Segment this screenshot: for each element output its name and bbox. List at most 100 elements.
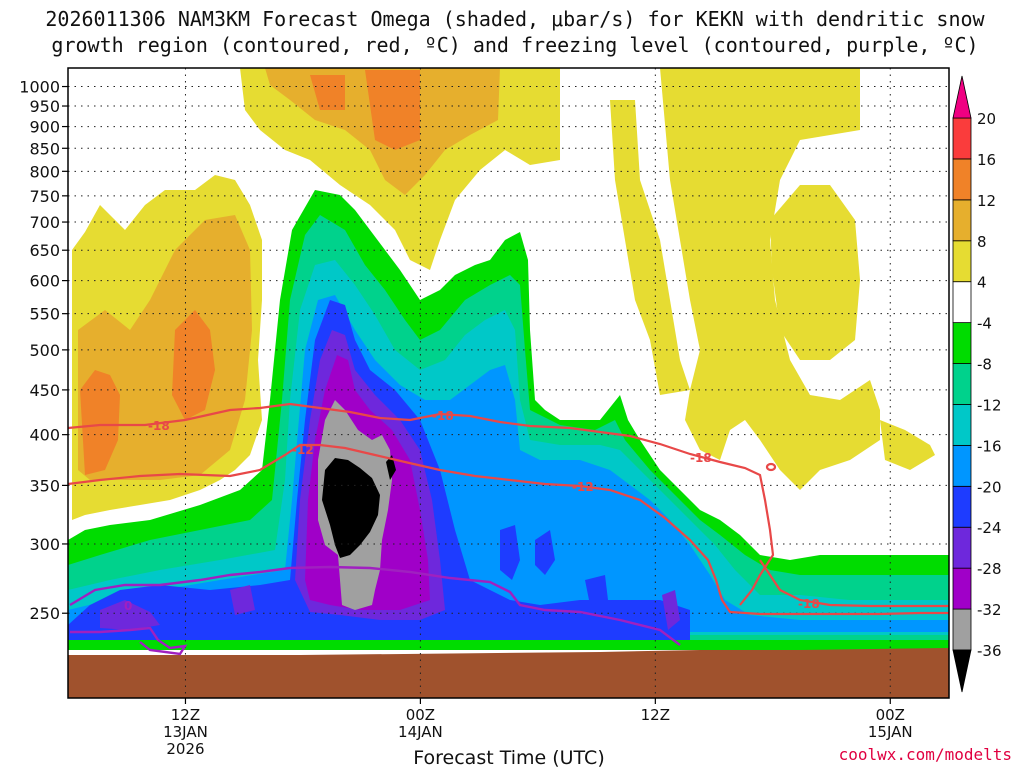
y-tick-label: 400 <box>29 426 60 445</box>
omega-fill-purple-low3 <box>662 590 680 630</box>
y-tick-label: 250 <box>29 604 60 623</box>
dendritic-contour-right <box>759 559 949 608</box>
dendritic-contours <box>68 402 949 616</box>
x-axis: 12Z13JAN202600Z14JAN12Z00Z15JAN12Z <box>163 698 913 758</box>
omega-fill-yellow-right4 <box>880 420 935 470</box>
colorbar-swatch <box>952 240 972 283</box>
y-tick-label: 450 <box>29 381 60 400</box>
ground-top-edge <box>68 648 949 660</box>
freezing-contour-main <box>69 565 681 646</box>
colorbar-label: -12 <box>977 396 1002 414</box>
omega-fill-blue-blob3 <box>585 575 608 605</box>
grid <box>68 68 949 698</box>
colorbar-label: -20 <box>977 478 1002 496</box>
colorbar: -36 -32 -28 -24 -20 -16 -12 -8 -4 4 8 12 16 20 <box>952 75 1002 693</box>
x-tick-year: 2026 <box>166 740 204 758</box>
plot-area: -18 -18 -18 -18 -12 -12 0 <box>68 68 949 698</box>
y-tick-label: 550 <box>29 305 60 324</box>
y-axis: 250 300 350 400 450 500 550 600 650 700 750 800 850 9… <box>19 78 68 623</box>
y-tick-label: 750 <box>29 187 60 206</box>
dendritic-contour-dot <box>765 462 777 472</box>
colorbar-swatch <box>952 485 972 528</box>
omega-fill-blue-blob1 <box>500 525 520 580</box>
colorbar-label: 16 <box>977 151 996 169</box>
colorbar-label: 4 <box>977 274 987 292</box>
y-tick-label: 500 <box>29 341 60 360</box>
contour-label-upper-4: -18 <box>798 597 820 611</box>
dendritic-contour-upper <box>68 402 775 606</box>
y-tick-label: 600 <box>29 272 60 291</box>
ground-fill <box>68 655 949 698</box>
colorbar-extend-max <box>952 75 972 119</box>
colorbar-extend-min <box>952 649 972 693</box>
omega-fill-blue-blob2 <box>535 530 555 575</box>
colorbar-label: 8 <box>977 233 987 251</box>
x-tick-label: 12Z <box>171 706 200 724</box>
x-tick-date: 13JAN <box>163 723 208 741</box>
colorbar-label: -16 <box>977 437 1002 455</box>
colorbar-swatch <box>952 444 972 487</box>
colorbar-swatch <box>952 281 972 324</box>
negative-omega-fills <box>68 190 949 650</box>
x-tick-label: 00Z <box>876 706 905 724</box>
freezing-contour-lower <box>70 626 188 656</box>
credit-text: coolwx.com/modelts <box>839 745 1012 764</box>
colorbar-label: -28 <box>977 560 1002 578</box>
y-tick-label: 800 <box>29 162 60 181</box>
colorbar-swatch <box>952 526 972 569</box>
colorbar-label: -32 <box>977 601 1002 619</box>
contour-label-upper-3: -18 <box>690 451 712 465</box>
omega-fill-darkorange-left <box>80 370 120 475</box>
freezing-level-contours <box>69 565 681 656</box>
contour-labels: -18 -18 -18 -18 -12 -12 0 <box>124 409 820 613</box>
omega-fill-black <box>322 458 380 558</box>
colorbar-label: 12 <box>977 192 996 210</box>
colorbar-label: -4 <box>977 315 992 333</box>
contour-label-freezing: 0 <box>124 599 132 613</box>
colorbar-swatch <box>952 567 972 610</box>
y-tick-label: 1000 <box>19 78 60 97</box>
colorbar-swatch <box>952 322 972 364</box>
omega-fill-yellow-right2 <box>660 68 880 490</box>
omega-fill-yellow-right1 <box>610 100 690 395</box>
omega-fill-darkorange-left2 <box>172 310 215 420</box>
y-tick-label: 850 <box>29 139 60 158</box>
x-axis-label: Forecast Time (UTC) <box>413 747 604 768</box>
contour-label-lower-2: -12 <box>572 480 594 494</box>
colorbar-swatch <box>952 117 972 160</box>
colorbar-label: -8 <box>977 356 992 374</box>
y-tick-label: 900 <box>29 118 60 137</box>
colorbar-swatch <box>952 363 972 405</box>
y-tick-label: 300 <box>29 535 60 554</box>
colorbar-label: -24 <box>977 519 1002 537</box>
omega-fill-blue <box>68 295 949 632</box>
colorbar-swatch <box>952 158 972 201</box>
positive-omega-fills <box>72 68 935 520</box>
omega-fill-darkorange-top2 <box>365 70 420 150</box>
y-tick-label: 950 <box>29 97 60 116</box>
colorbar-swatch <box>952 608 972 651</box>
dendritic-contour-lower <box>68 443 949 616</box>
contour-label-upper-1: -18 <box>148 419 170 433</box>
plot-frame <box>67 67 950 699</box>
contour-label-upper-2: -18 <box>432 409 454 423</box>
colorbar-swatch <box>952 404 972 446</box>
omega-fill-darkorange-top <box>310 75 345 110</box>
colorbar-label: 20 <box>977 110 996 128</box>
y-tick-label: 350 <box>29 476 60 495</box>
x-tick-label: 12Z <box>641 706 670 724</box>
x-tick-label: 00Z <box>406 706 435 724</box>
x-tick-date: 15JAN <box>868 723 913 741</box>
chart-title-line1: 2026011306 NAM3KM Forecast Omega (shaded… <box>45 7 985 31</box>
y-tick-label: 700 <box>29 213 60 232</box>
contour-label-lower-1: -12 <box>292 443 314 457</box>
colorbar-swatch <box>952 199 972 242</box>
omega-fill-purple-low <box>100 600 160 630</box>
y-tick-label: 650 <box>29 241 60 260</box>
chart-title-line2: growth region (contoured, red, ºC) and f… <box>51 33 978 57</box>
omega-fill-purple-low2 <box>230 585 255 615</box>
omega-fill-yellow-right3 <box>770 185 860 360</box>
colorbar-label: -36 <box>977 642 1002 660</box>
omega-fill-black-small <box>386 455 396 480</box>
